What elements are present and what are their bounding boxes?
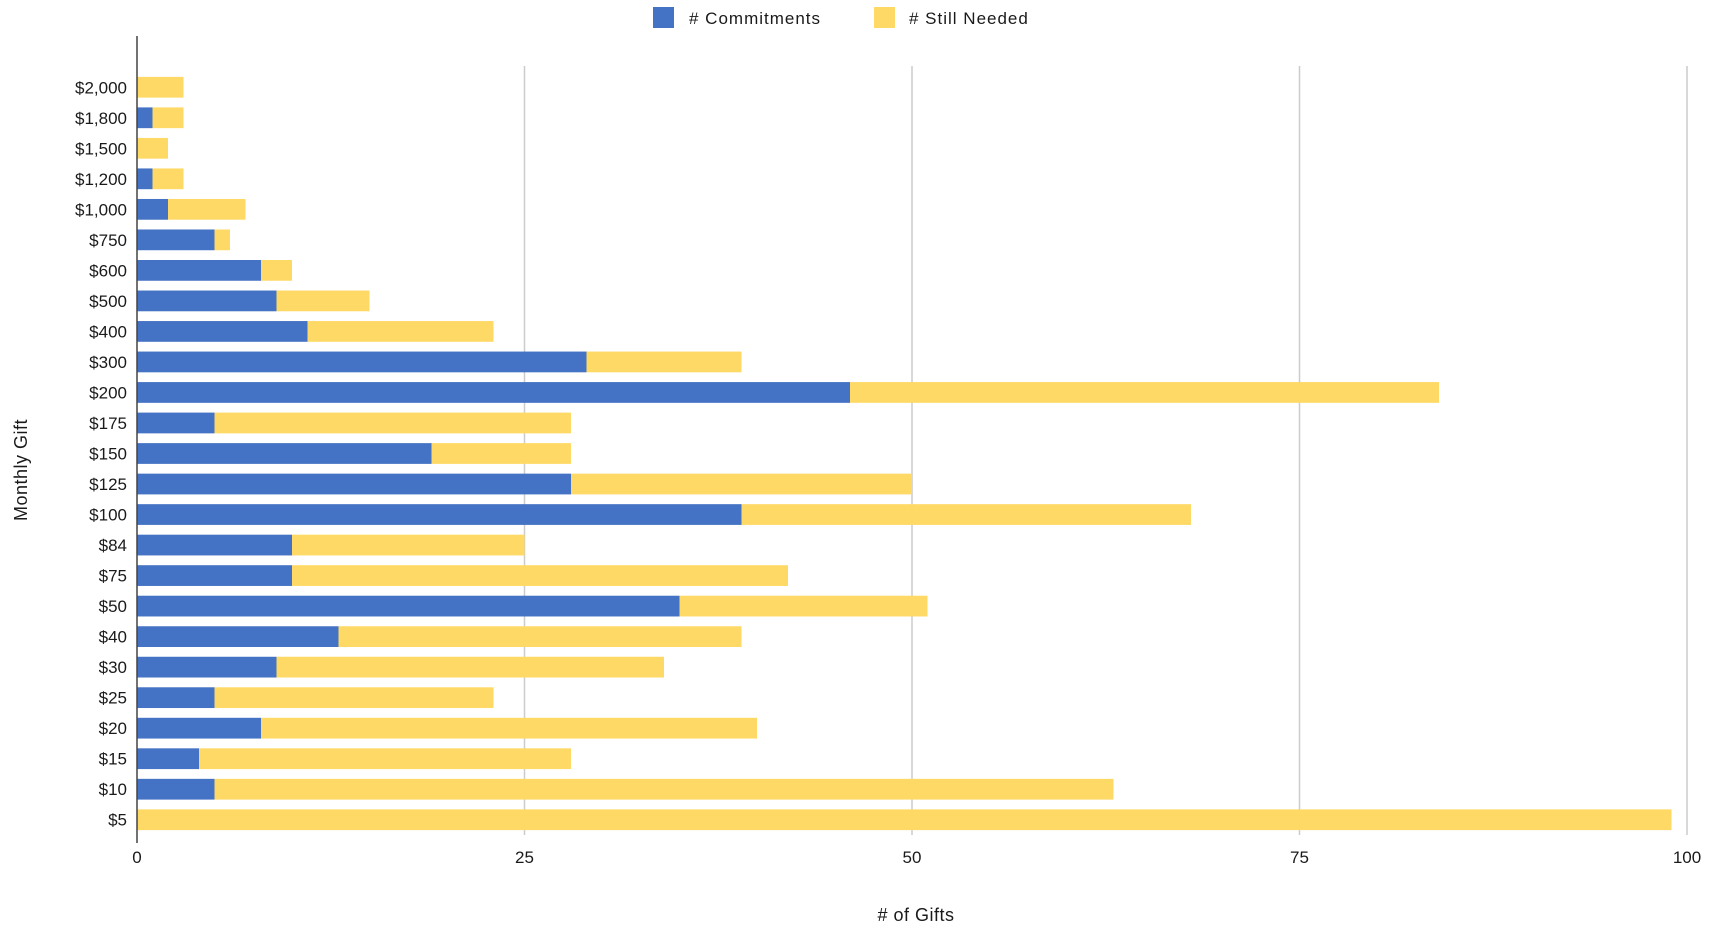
bar-still-needed [137, 137, 168, 159]
bar-commitments [137, 595, 680, 617]
legend-label-commitments: # Commitments [689, 9, 821, 28]
bar-commitments [137, 260, 261, 281]
y-tick-label: $10 [99, 780, 127, 799]
bar-commitments [137, 412, 215, 434]
x-tick-label: 50 [903, 848, 922, 867]
y-tick-label: $25 [99, 689, 127, 708]
y-axis-title: Monthly Gift [11, 419, 31, 521]
bar-still-needed [679, 595, 928, 617]
x-tick-label: 25 [515, 848, 534, 867]
y-tick-label: $150 [89, 445, 127, 464]
bar-commitments [137, 351, 587, 373]
bar-still-needed [431, 443, 571, 464]
bar-still-needed [214, 412, 571, 434]
bar-commitments [137, 504, 742, 525]
bar-still-needed [168, 198, 246, 220]
legend-swatch-still-needed [874, 7, 895, 28]
y-tick-label: $50 [99, 597, 127, 616]
bar-still-needed [276, 656, 664, 678]
bar-still-needed [292, 534, 525, 556]
bar-commitments [137, 198, 168, 220]
y-tick-label: $175 [89, 414, 127, 433]
bar-commitments [137, 748, 199, 770]
x-tick-labels: 0 25 50 75 100 [132, 848, 1701, 867]
bar-commitments [137, 626, 339, 647]
x-tick-label: 0 [132, 848, 141, 867]
bar-still-needed [199, 748, 571, 770]
y-tick-label: $400 [89, 322, 127, 341]
y-tick-label: $600 [89, 261, 127, 280]
bar-still-needed [307, 321, 494, 342]
y-tick-label: $1,000 [75, 200, 127, 219]
bar-commitments [137, 778, 215, 800]
y-tick-label: $30 [99, 658, 127, 677]
y-tick-label: $750 [89, 231, 127, 250]
bar-still-needed [261, 260, 292, 281]
bar-still-needed [571, 473, 912, 495]
y-tick-label: $75 [99, 567, 127, 586]
bar-commitments [137, 382, 850, 403]
y-tick-label: $1,500 [75, 139, 127, 158]
y-tick-label: $300 [89, 353, 127, 372]
bar-still-needed [137, 76, 184, 98]
bar-commitments [137, 229, 215, 251]
y-tick-label: $20 [99, 719, 127, 738]
y-tick-label: $200 [89, 383, 127, 402]
y-tick-label: $15 [99, 750, 127, 769]
y-tick-label: $100 [89, 506, 127, 525]
bar-commitments [137, 565, 292, 586]
y-tick-label: $500 [89, 292, 127, 311]
bar-still-needed [214, 229, 230, 251]
bar-still-needed [586, 351, 742, 373]
bar-commitments [137, 687, 215, 709]
bar-still-needed [214, 687, 494, 709]
bar-commitments [137, 717, 261, 739]
bar-still-needed [214, 778, 1114, 800]
bar-commitments [137, 290, 277, 312]
y-tick-labels: $2,000 $1,800 $1,500 $1,200 $1,000 $750 $600 $5… [75, 78, 127, 829]
bar-commitments [137, 107, 153, 129]
y-tick-label: $84 [99, 536, 127, 555]
bar-still-needed [137, 809, 1672, 831]
y-tick-label: $40 [99, 628, 127, 647]
y-tick-label: $5 [108, 811, 127, 830]
x-tick-label: 100 [1673, 848, 1701, 867]
y-tick-label: $125 [89, 475, 127, 494]
bar-still-needed [850, 382, 1439, 403]
bar-commitments [137, 321, 308, 342]
bar-still-needed [152, 107, 184, 129]
bar-still-needed [276, 290, 370, 312]
bar-commitments [137, 534, 292, 556]
legend-label-still-needed: # Still Needed [909, 9, 1029, 28]
bar-still-needed [338, 626, 742, 647]
legend-item-still-needed: # Still Needed [874, 7, 1029, 28]
x-tick-label: 75 [1290, 848, 1309, 867]
y-tick-label: $1,800 [75, 109, 127, 128]
legend: # Commitments # Still Needed [653, 7, 1029, 28]
legend-item-commitments: # Commitments [653, 7, 821, 28]
bar-commitments [137, 473, 571, 495]
bar-commitments [137, 443, 432, 464]
legend-swatch-commitments [653, 7, 674, 28]
y-tick-label: $1,200 [75, 170, 127, 189]
bar-still-needed [292, 565, 788, 586]
bars [137, 76, 1672, 831]
bar-commitments [137, 168, 153, 190]
bar-commitments [137, 656, 277, 678]
bar-still-needed [261, 717, 757, 739]
bar-still-needed [152, 168, 184, 190]
y-tick-label: $2,000 [75, 78, 127, 97]
x-axis-title: # of Gifts [877, 905, 954, 925]
bar-still-needed [741, 504, 1191, 525]
